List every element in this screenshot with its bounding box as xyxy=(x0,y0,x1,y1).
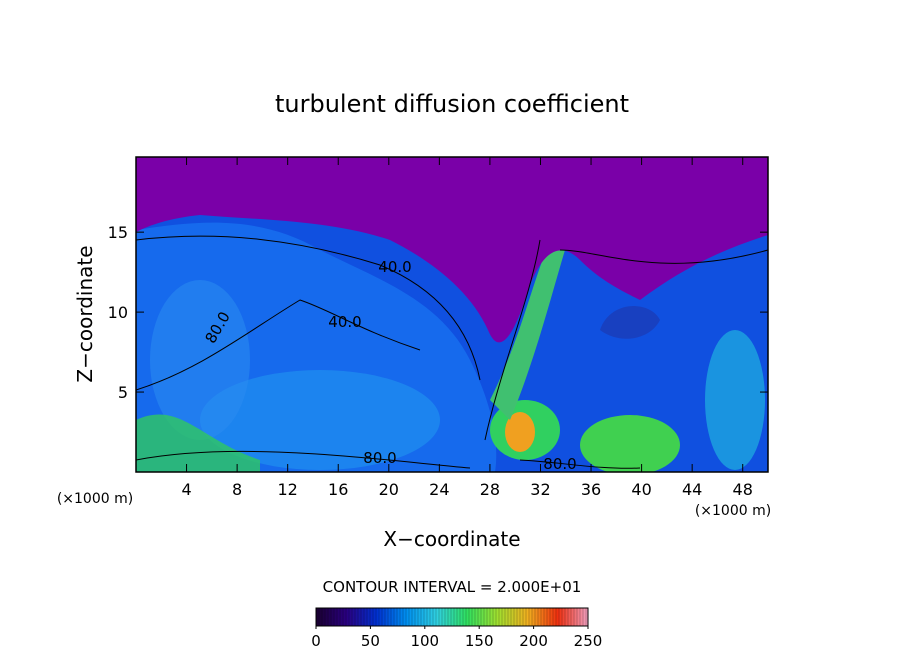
x-tick-label: 12 xyxy=(278,480,298,499)
y-tick-label: 10 xyxy=(108,303,128,322)
x-tick-label: 16 xyxy=(328,480,348,499)
x-tick-label: 32 xyxy=(530,480,550,499)
y-axis-label: Z−coordinate xyxy=(73,245,97,382)
colorbar-tick-label: 100 xyxy=(410,632,439,650)
contour-interval: CONTOUR INTERVAL = 2.000E+01 xyxy=(323,578,582,596)
colorbar xyxy=(315,607,589,627)
y-tick-label: 5 xyxy=(118,383,128,402)
x-tick-label: 20 xyxy=(379,480,399,499)
plot-frame xyxy=(135,156,769,473)
x-axis-label: X−coordinate xyxy=(383,527,520,551)
contour-label: 80.0 xyxy=(363,449,396,467)
x-tick-label: 8 xyxy=(232,480,242,499)
x-unit-label: (×1000 m) xyxy=(57,491,133,507)
x-tick-label: 44 xyxy=(682,480,702,499)
colorbar-tick-label: 50 xyxy=(361,632,380,650)
colorbar-tick-label: 150 xyxy=(465,632,494,650)
chart-title: turbulent diffusion coefficient xyxy=(275,90,629,118)
x-tick-label: 24 xyxy=(429,480,449,499)
x-tick-label: 36 xyxy=(581,480,601,499)
x-unit-label: (×1000 m) xyxy=(695,503,771,519)
y-tick-label: 15 xyxy=(108,223,128,242)
contour-label: 40.0 xyxy=(378,258,411,276)
x-tick-label: 40 xyxy=(631,480,651,499)
contour-label: 40.0 xyxy=(328,313,361,331)
colorbar-tick-label: 0 xyxy=(311,632,321,650)
x-tick-label: 48 xyxy=(733,480,753,499)
colorbar-tick-label: 200 xyxy=(519,632,548,650)
field xyxy=(136,157,768,472)
x-tick-label: 4 xyxy=(181,480,191,499)
contour-label: 80.0 xyxy=(543,455,576,473)
x-tick-label: 28 xyxy=(480,480,500,499)
colorbar-tick-label: 250 xyxy=(574,632,603,650)
